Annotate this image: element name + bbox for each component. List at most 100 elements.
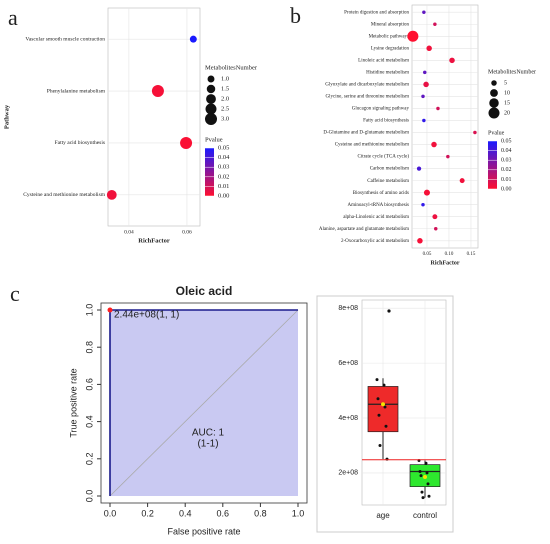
- legend-size-key: [490, 89, 498, 97]
- x-axis-title: RichFactor: [431, 260, 460, 266]
- bubble: [189, 35, 197, 43]
- point: [377, 413, 381, 417]
- point: [421, 496, 425, 500]
- legend-label: 0.04: [501, 148, 512, 154]
- legend-label: 1.0: [221, 75, 229, 82]
- bubble: [421, 94, 425, 99]
- bubble: [473, 130, 477, 135]
- y-tick-label: 0.8: [84, 341, 94, 354]
- legend-label: 1.5: [221, 85, 229, 92]
- y-tick-label: Fatty acid biosynthesis: [55, 140, 105, 146]
- y-tick-label: 0.4: [84, 415, 94, 428]
- y-tick-label: Caffeine metabolism: [367, 179, 409, 184]
- point-label: 2.44e+08(1, 1): [114, 310, 179, 321]
- y-tick-label: Citrate cycle (TCA cycle): [357, 155, 409, 160]
- bubble: [434, 227, 438, 231]
- bubble: [459, 178, 465, 184]
- x-tick-label: 0.6: [217, 508, 230, 518]
- legend-size-key: [488, 107, 500, 119]
- bubble: [180, 136, 193, 149]
- legend-size-key: [206, 84, 216, 94]
- legend-title: Pvalue: [205, 136, 223, 143]
- y-tick-label: 4e+08: [338, 415, 358, 422]
- plot-panel: [107, 7, 201, 227]
- y-tick-label: 2e+08: [338, 470, 358, 477]
- y-tick-label: Alanine, aspartate and glutamate metabol…: [319, 227, 409, 232]
- y-tick-label: Fatty acid biosynthesis: [363, 119, 409, 124]
- legend-label: 0.03: [218, 164, 229, 171]
- point: [425, 471, 429, 475]
- point: [424, 461, 428, 465]
- point: [385, 457, 389, 461]
- y-axis-title: Pathway: [3, 104, 10, 129]
- y-tick-label: 0.6: [84, 378, 94, 391]
- mean: [381, 402, 385, 407]
- y-tick-label: Cysteine and methionine metabolism: [23, 192, 105, 198]
- legend-title: Pvalue: [488, 130, 505, 136]
- y-tick-label: 1.0: [84, 304, 94, 317]
- annotation: AUC: 1: [192, 428, 225, 439]
- bubble: [416, 166, 422, 171]
- legend-label: 20: [504, 110, 510, 116]
- outlier: [387, 309, 391, 313]
- bubble: [417, 238, 423, 244]
- panel-label: b: [290, 3, 301, 28]
- x-tick-label: 0.0: [104, 508, 117, 518]
- point: [383, 405, 387, 409]
- y-tick-label: Linoleic acid metabolism: [358, 58, 409, 63]
- legend-label: 0.01: [218, 183, 229, 190]
- point: [376, 397, 380, 401]
- panel-label: a: [8, 5, 18, 30]
- x-tick-label: 1.0: [292, 508, 305, 518]
- point: [382, 383, 386, 387]
- y-tick-label: 2-Oxocarboxylic acid metabolism: [341, 239, 409, 244]
- point: [378, 443, 382, 447]
- bubble: [423, 189, 430, 196]
- legend-label: 15: [504, 100, 510, 106]
- y-tick-label: 0.0: [84, 490, 94, 503]
- bubble: [433, 22, 437, 26]
- y-tick-label: D-Glutamine and D-glutamate metabolism: [323, 131, 409, 136]
- x-tick-label: control: [413, 511, 437, 520]
- y-tick-label: 6e+08: [338, 360, 358, 367]
- y-tick-label: 8e+08: [338, 305, 358, 312]
- y-axis-title: True positive rate: [68, 368, 78, 437]
- plot-panel: [411, 4, 479, 249]
- y-tick-label: Mineral absorption: [371, 22, 410, 27]
- bubble: [422, 118, 426, 123]
- panel-label: c: [10, 281, 20, 306]
- legend-label: 0.05: [218, 144, 229, 151]
- bubble: [449, 57, 455, 64]
- y-tick-label: Phenylalanine metabolism: [47, 88, 106, 94]
- bubble: [423, 81, 429, 88]
- y-tick-label: Glucagon signaling pathway: [352, 107, 410, 112]
- legend-size-key: [207, 75, 215, 83]
- legend-size-key: [489, 98, 499, 108]
- bubble: [421, 202, 425, 207]
- x-tick-label: 0.04: [124, 229, 134, 235]
- bubble: [422, 10, 426, 14]
- point: [419, 474, 423, 478]
- legend-label: 2.5: [221, 105, 229, 112]
- y-tick-label: Protein digestion and absorption: [344, 10, 409, 15]
- x-tick-label: 0.4: [179, 508, 192, 518]
- x-axis-title: RichFactor: [138, 237, 170, 244]
- y-tick-label: Carbon metabolism: [370, 167, 409, 172]
- colorbar: [205, 148, 214, 196]
- x-tick-label: age: [376, 511, 390, 520]
- bubble: [432, 214, 438, 220]
- y-tick-label: Lysine degradation: [371, 46, 410, 51]
- y-tick-label: 0.2: [84, 453, 94, 466]
- legend-label: 0.05: [501, 138, 512, 144]
- point: [420, 490, 424, 494]
- x-tick-label: 0.15: [467, 252, 476, 257]
- annotation: (1-1): [197, 439, 218, 450]
- legend-label: 10: [504, 90, 510, 96]
- chart-title: Oleic acid: [176, 284, 233, 298]
- legend-label: 3.0: [221, 115, 229, 122]
- bubble: [407, 30, 419, 42]
- point: [427, 494, 431, 498]
- diagonal: [109, 309, 299, 497]
- legend-label: 5: [504, 80, 507, 86]
- legend-size-key: [491, 80, 497, 86]
